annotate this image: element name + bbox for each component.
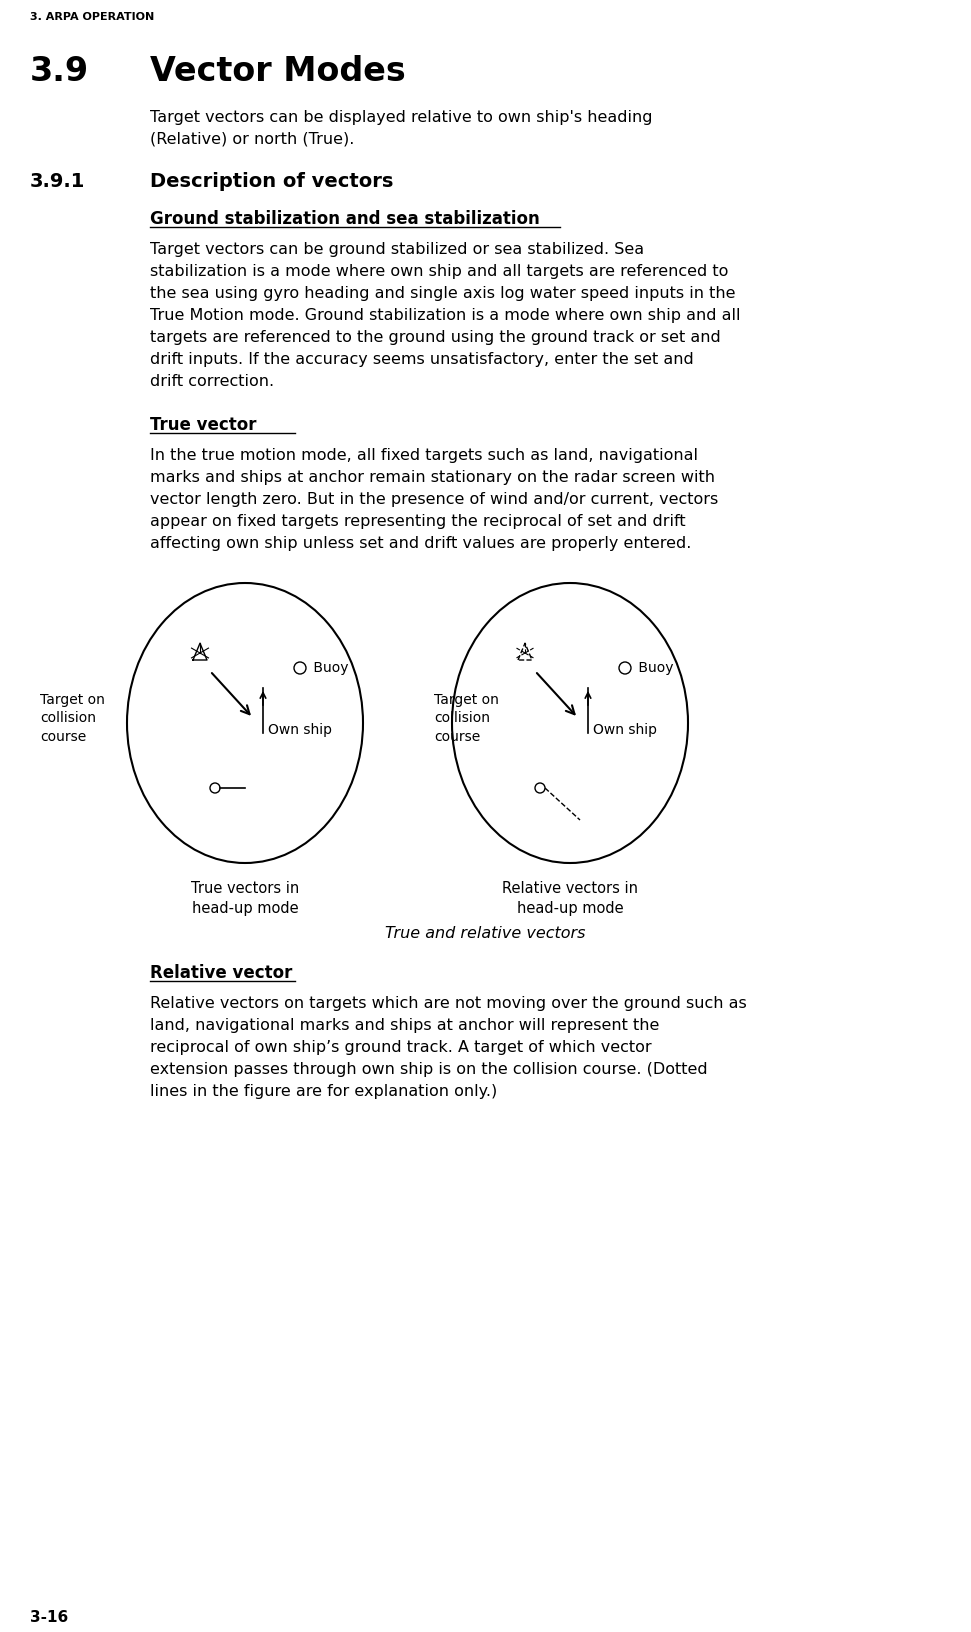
Text: the sea using gyro heading and single axis log water speed inputs in the: the sea using gyro heading and single ax… — [150, 286, 735, 300]
Text: Relative vectors in
head-up mode: Relative vectors in head-up mode — [502, 881, 638, 916]
Text: True vector: True vector — [150, 416, 256, 434]
Text: 3. ARPA OPERATION: 3. ARPA OPERATION — [30, 11, 154, 21]
Text: Buoy: Buoy — [309, 661, 349, 676]
Text: Buoy: Buoy — [634, 661, 674, 676]
Text: land, navigational marks and ships at anchor will represent the: land, navigational marks and ships at an… — [150, 1018, 659, 1033]
Text: affecting own ship unless set and drift values are properly entered.: affecting own ship unless set and drift … — [150, 535, 691, 552]
Text: Target vectors can be ground stabilized or sea stabilized. Sea: Target vectors can be ground stabilized … — [150, 242, 644, 256]
Text: drift correction.: drift correction. — [150, 374, 274, 388]
Text: Vector Modes: Vector Modes — [150, 55, 406, 88]
Text: 3-16: 3-16 — [30, 1611, 68, 1625]
Text: True Motion mode. Ground stabilization is a mode where own ship and all: True Motion mode. Ground stabilization i… — [150, 308, 741, 323]
Text: Own ship: Own ship — [268, 723, 332, 738]
Text: Description of vectors: Description of vectors — [150, 171, 393, 191]
Text: Target on
collision
course: Target on collision course — [434, 694, 499, 744]
Text: In the true motion mode, all fixed targets such as land, navigational: In the true motion mode, all fixed targe… — [150, 449, 698, 463]
Text: 3.9.1: 3.9.1 — [30, 171, 85, 191]
Text: extension passes through own ship is on the collision course. (Dotted: extension passes through own ship is on … — [150, 1062, 708, 1077]
Text: Target on
collision
course: Target on collision course — [40, 694, 105, 744]
Text: reciprocal of own ship’s ground track. A target of which vector: reciprocal of own ship’s ground track. A… — [150, 1040, 652, 1054]
Text: 3.9: 3.9 — [30, 55, 89, 88]
Text: drift inputs. If the accuracy seems unsatisfactory, enter the set and: drift inputs. If the accuracy seems unsa… — [150, 353, 693, 367]
Text: Relative vectors on targets which are not moving over the ground such as: Relative vectors on targets which are no… — [150, 996, 747, 1010]
Text: targets are referenced to the ground using the ground track or set and: targets are referenced to the ground usi… — [150, 330, 720, 344]
Text: stabilization is a mode where own ship and all targets are referenced to: stabilization is a mode where own ship a… — [150, 264, 728, 279]
Text: (Relative) or north (True).: (Relative) or north (True). — [150, 132, 354, 147]
Text: Ground stabilization and sea stabilization: Ground stabilization and sea stabilizati… — [150, 211, 540, 228]
Text: True vectors in
head-up mode: True vectors in head-up mode — [191, 881, 299, 916]
Text: lines in the figure are for explanation only.): lines in the figure are for explanation … — [150, 1084, 497, 1098]
Text: vector length zero. But in the presence of wind and/or current, vectors: vector length zero. But in the presence … — [150, 491, 719, 508]
Text: Relative vector: Relative vector — [150, 965, 292, 982]
Text: Own ship: Own ship — [593, 723, 657, 738]
Text: True and relative vectors: True and relative vectors — [385, 925, 586, 942]
Text: marks and ships at anchor remain stationary on the radar screen with: marks and ships at anchor remain station… — [150, 470, 715, 485]
Text: appear on fixed targets representing the reciprocal of set and drift: appear on fixed targets representing the… — [150, 514, 686, 529]
Text: Target vectors can be displayed relative to own ship's heading: Target vectors can be displayed relative… — [150, 109, 653, 126]
